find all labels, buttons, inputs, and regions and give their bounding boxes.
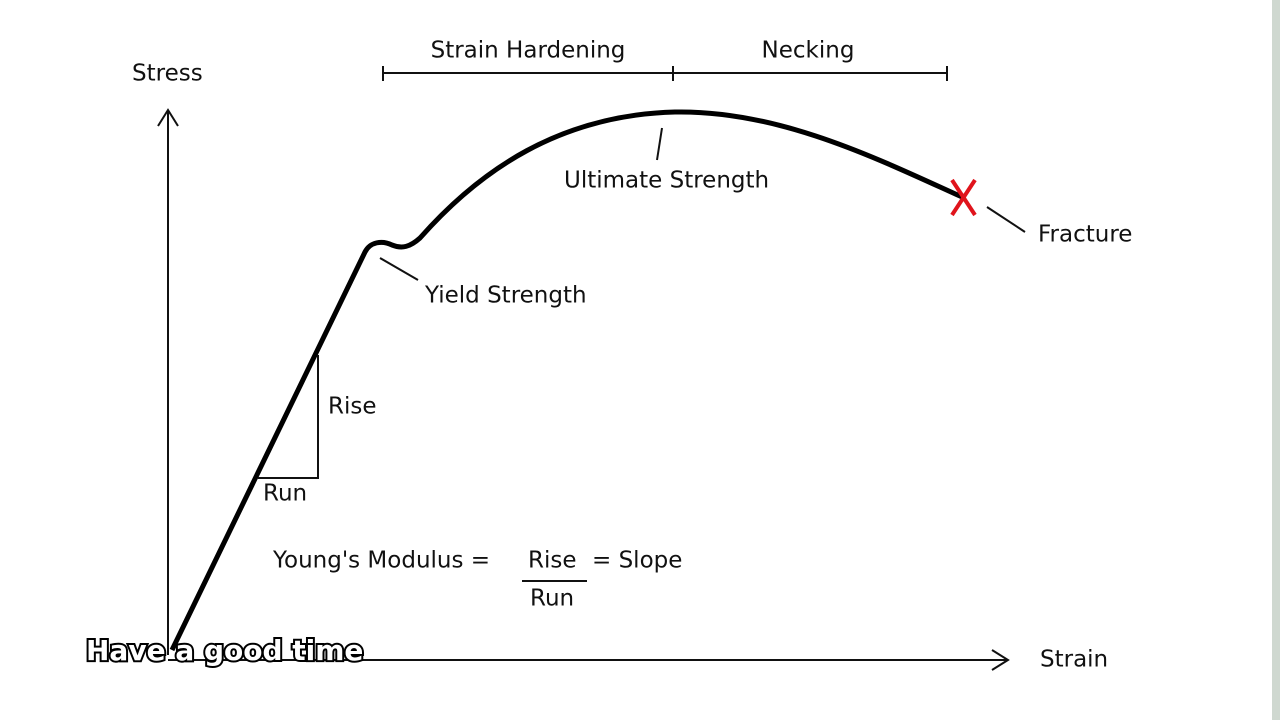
region-label: Strain Hardening bbox=[431, 38, 626, 64]
formula-numerator: Rise bbox=[528, 548, 577, 574]
slope-triangle bbox=[258, 355, 319, 479]
leader-line bbox=[986, 206, 1026, 233]
edge-strip bbox=[1272, 0, 1280, 720]
y-arrow bbox=[157, 108, 179, 127]
rise-label: Rise bbox=[328, 394, 377, 420]
y-axis-label: Stress bbox=[132, 61, 203, 87]
stress-strain-curve bbox=[169, 109, 964, 652]
x-axis-label: Strain bbox=[1040, 647, 1108, 673]
region-label: Necking bbox=[762, 38, 855, 64]
x-arrow bbox=[991, 649, 1010, 671]
run-label: Run bbox=[263, 481, 307, 507]
formula-rhs: = Slope bbox=[592, 548, 682, 574]
leader-line bbox=[379, 257, 419, 281]
fracture-mark bbox=[950, 178, 977, 217]
formula-lhs: Young's Modulus = bbox=[272, 548, 490, 574]
leader-line bbox=[656, 127, 663, 161]
formula-denominator: Run bbox=[530, 586, 574, 612]
annotation: Ultimate Strength bbox=[564, 168, 769, 194]
annotation: Fracture bbox=[1038, 222, 1132, 248]
subtitle: Have a good time bbox=[86, 634, 363, 667]
annotation: Yield Strength bbox=[424, 283, 587, 309]
